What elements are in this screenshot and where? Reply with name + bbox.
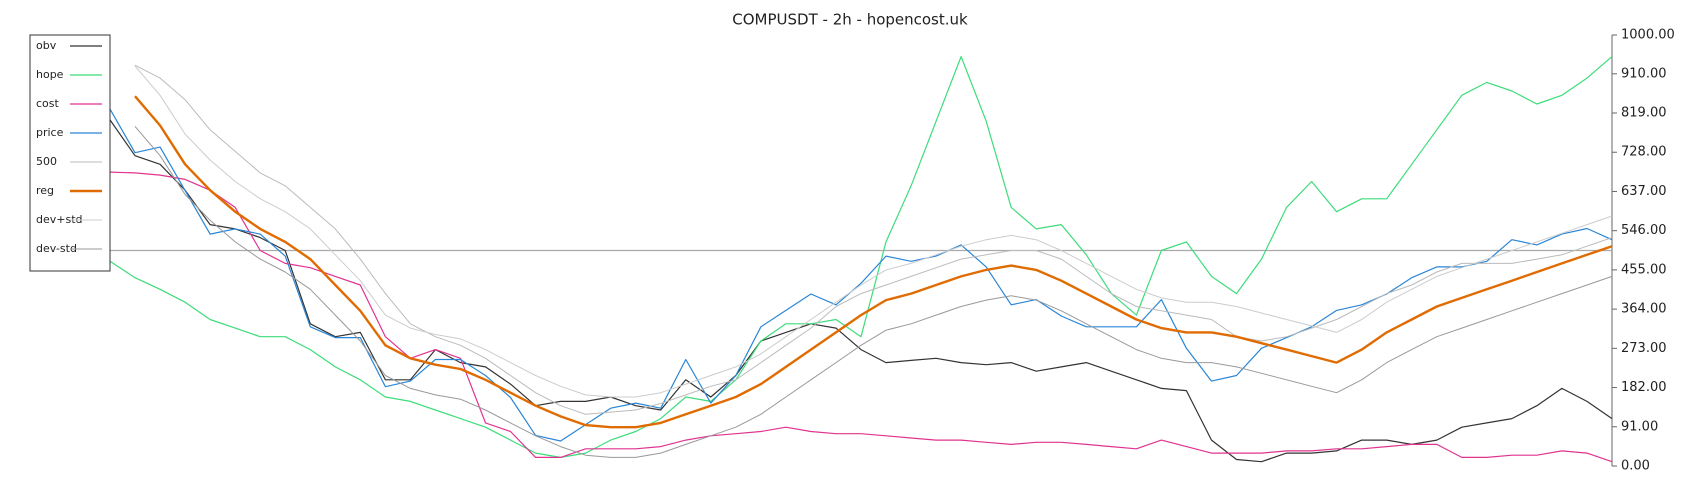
legend-label: hope	[36, 68, 64, 81]
series-line	[134, 64, 1613, 415]
series-line	[109, 171, 1613, 463]
y-tick-label: 728.00	[1621, 145, 1667, 160]
chart-title: COMPUSDT - 2h - hopencost.uk	[732, 11, 968, 29]
legend: obv hope cost price 500 reg dev+std dev-std	[29, 34, 111, 272]
series-line	[109, 108, 1613, 442]
y-tick-label: 819.00	[1621, 106, 1667, 121]
y-tick-label: 1000.00	[1621, 28, 1675, 43]
legend-label: price	[36, 126, 64, 139]
series-line	[134, 65, 1613, 398]
y-tick-label: 910.00	[1621, 66, 1667, 81]
legend-label: obv	[36, 39, 57, 52]
y-tick-label: 0.00	[1621, 459, 1650, 474]
series-line	[109, 119, 1613, 463]
y-tick-label: 91.00	[1621, 419, 1658, 434]
legend-label: 500	[36, 155, 57, 168]
y-tick-label: 182.00	[1621, 380, 1667, 395]
y-tick-label: 364.00	[1621, 302, 1667, 317]
y-tick-label: 637.00	[1621, 184, 1667, 199]
y-tick-label: 455.00	[1621, 262, 1667, 277]
legend-label: cost	[36, 97, 60, 110]
legend-box	[29, 34, 111, 272]
legend-label: dev+std	[36, 213, 83, 226]
y-tick-label: 546.00	[1621, 223, 1667, 238]
legend-label: dev-std	[36, 242, 77, 255]
y-tick-label: 273.00	[1621, 341, 1667, 356]
series-line	[134, 126, 1613, 458]
series-line	[109, 56, 1613, 458]
legend-label: reg	[36, 184, 54, 197]
series-line	[134, 95, 1613, 429]
